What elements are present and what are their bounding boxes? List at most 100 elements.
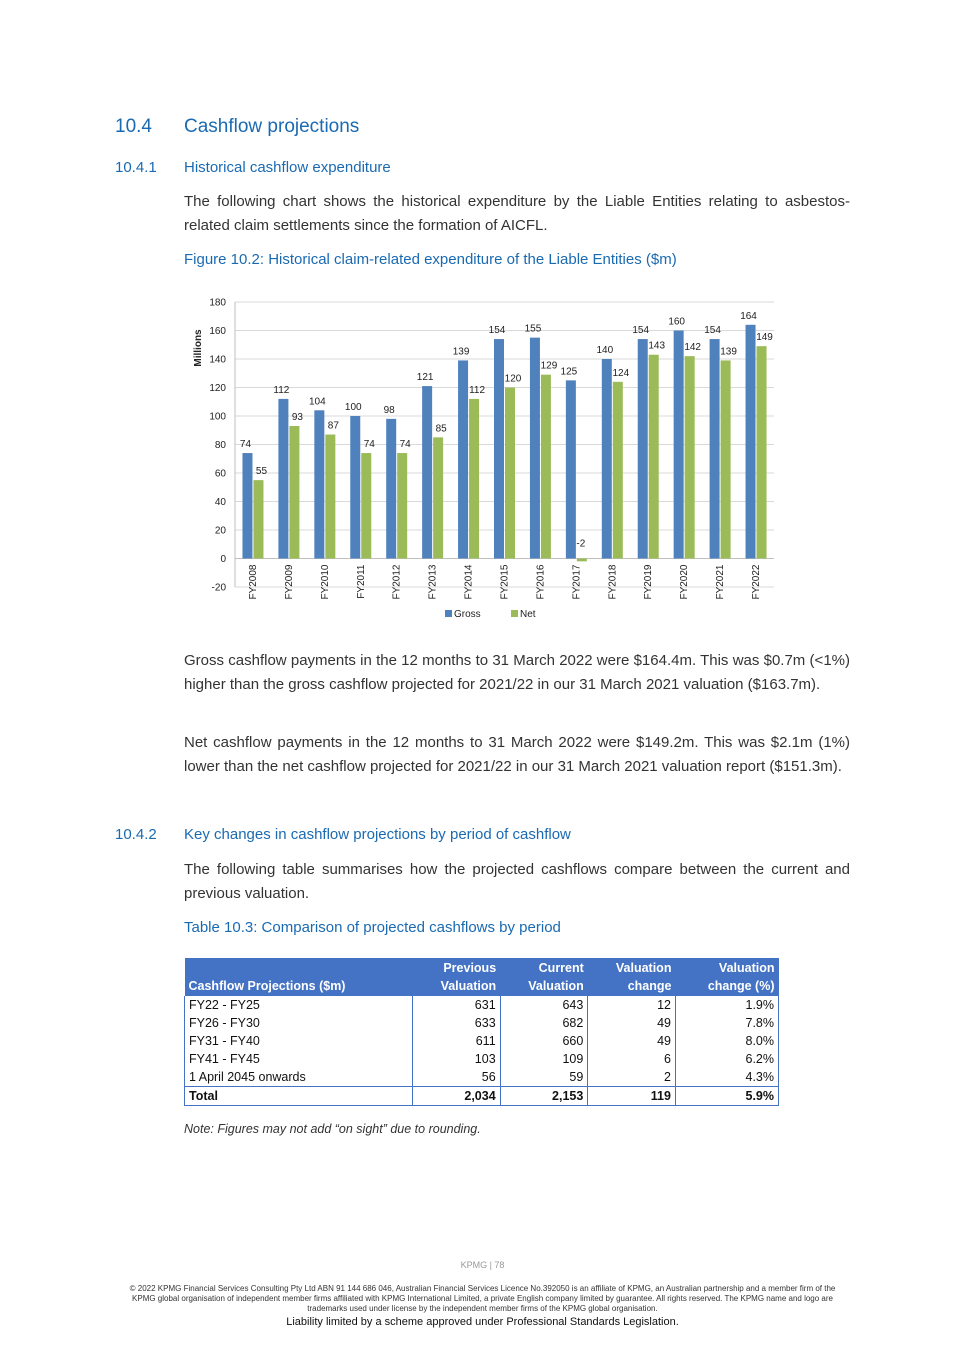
row-label: FY31 - FY40 bbox=[184, 1032, 413, 1050]
data-label-net: 124 bbox=[612, 368, 629, 379]
data-label-net: 93 bbox=[292, 412, 304, 423]
current-value: 660 bbox=[499, 1032, 588, 1050]
data-label-net: 129 bbox=[541, 361, 558, 372]
liability-notice: Liability limited by a scheme approved u… bbox=[286, 1316, 679, 1328]
net-cashflow-paragraph: Net cashflow payments in the 12 months t… bbox=[184, 734, 850, 775]
header-previous-valuation: Previous Valuation bbox=[412, 958, 501, 996]
y-tick-label: 140 bbox=[209, 355, 226, 366]
data-label-gross: 98 bbox=[384, 405, 396, 416]
bar-net bbox=[540, 374, 551, 559]
current-value: 682 bbox=[499, 1014, 588, 1032]
data-label-net: 120 bbox=[505, 374, 522, 385]
chart-data-labels: 74 55 112 93 104 87 100 74 98 74 121 85 139 112 154 120… bbox=[240, 311, 773, 550]
bar-gross bbox=[386, 418, 397, 559]
bar-gross bbox=[350, 416, 361, 559]
bar-net bbox=[433, 437, 444, 559]
y-tick-label: 20 bbox=[215, 526, 227, 537]
data-label-gross: 160 bbox=[668, 317, 685, 328]
legend-label-net: Net bbox=[520, 609, 536, 620]
bar-net bbox=[361, 453, 372, 559]
bar-net bbox=[505, 387, 515, 559]
data-label-net: 85 bbox=[436, 423, 448, 434]
total-current: 2,153 bbox=[499, 1086, 588, 1106]
bar-gross bbox=[278, 398, 289, 559]
bar-net bbox=[648, 354, 659, 559]
data-label-gross: 140 bbox=[596, 345, 613, 356]
x-tick-label: FY2012 bbox=[392, 564, 403, 599]
table-row: FY41 - FY45 103 109 6 6.2% bbox=[184, 1050, 780, 1068]
previous-value: 611 bbox=[412, 1032, 501, 1050]
data-label-gross: 164 bbox=[740, 311, 757, 322]
bar-gross bbox=[601, 359, 612, 559]
row-label: FY22 - FY25 bbox=[184, 996, 413, 1014]
x-tick-label: FY2013 bbox=[428, 564, 439, 599]
row-label: FY41 - FY45 bbox=[184, 1050, 413, 1068]
row-label: FY26 - FY30 bbox=[184, 1014, 413, 1032]
table-note: Note: Figures may not add “on sight” due… bbox=[184, 1122, 481, 1136]
x-tick-label: FY2018 bbox=[607, 564, 618, 599]
change-value: 49 bbox=[587, 1014, 676, 1032]
data-label-net: 143 bbox=[648, 341, 665, 352]
y-tick-label: 180 bbox=[209, 298, 226, 309]
data-label-net: 142 bbox=[684, 342, 701, 353]
bar-net bbox=[397, 453, 408, 559]
y-tick-label: 40 bbox=[215, 497, 227, 508]
header-valuation-change-pct: Valuation change (%) bbox=[675, 958, 779, 996]
header-current-valuation: Current Valuation bbox=[500, 958, 588, 996]
x-tick-label: FY2014 bbox=[464, 564, 475, 599]
bar-net bbox=[756, 346, 767, 559]
bar-net bbox=[612, 381, 623, 559]
current-value: 59 bbox=[499, 1068, 588, 1087]
subsection-title-2: Key changes in cashflow projections by p… bbox=[184, 826, 571, 843]
change-pct: 7.8% bbox=[674, 1014, 780, 1032]
bar-gross bbox=[709, 339, 720, 559]
table-row: FY22 - FY25 631 643 12 1.9% bbox=[184, 996, 780, 1014]
data-label-net: -2 bbox=[576, 539, 585, 550]
y-tick-label: 60 bbox=[215, 469, 227, 480]
section-number: 10.4 bbox=[115, 116, 152, 137]
legend-swatch-net bbox=[511, 610, 518, 617]
data-label-gross: 154 bbox=[489, 325, 506, 336]
change-pct: 8.0% bbox=[674, 1032, 780, 1050]
chart-tick-labels: -20 0 20 40 60 80 100 120 140 160 180 FY2008 FY2009 F… bbox=[209, 298, 762, 600]
previous-value: 631 bbox=[412, 996, 501, 1014]
bar-gross bbox=[494, 339, 504, 559]
subsection-number: 10.4.1 bbox=[115, 159, 157, 176]
x-tick-label: FY2016 bbox=[535, 564, 546, 599]
previous-value: 103 bbox=[412, 1050, 501, 1068]
data-label-net: 149 bbox=[756, 332, 773, 343]
current-value: 643 bbox=[499, 996, 588, 1014]
bar-gross bbox=[529, 337, 540, 559]
y-tick-label: -20 bbox=[212, 583, 227, 594]
bar-net bbox=[325, 434, 336, 559]
data-label-net: 139 bbox=[720, 346, 737, 357]
chart-legend: Gross Net bbox=[445, 609, 536, 620]
subsection-title: Historical cashflow expenditure bbox=[184, 159, 391, 176]
chart-axes bbox=[234, 302, 774, 587]
row-label: 1 April 2045 onwards bbox=[184, 1068, 413, 1087]
change-pct: 6.2% bbox=[674, 1050, 780, 1068]
data-label-net: 74 bbox=[364, 439, 376, 450]
change-value: 6 bbox=[587, 1050, 676, 1068]
data-label-gross: 125 bbox=[561, 366, 578, 377]
figure-caption: Figure 10.2: Historical claim-related ex… bbox=[184, 251, 677, 268]
data-label-gross: 104 bbox=[309, 396, 326, 407]
x-tick-label: FY2008 bbox=[248, 564, 259, 599]
section-title: Cashflow projections bbox=[184, 116, 360, 137]
bar-gross bbox=[565, 380, 576, 559]
change-value: 2 bbox=[587, 1068, 676, 1087]
bar-gross bbox=[422, 386, 433, 559]
y-tick-label: 120 bbox=[209, 383, 226, 394]
table-header-row: Cashflow Projections ($m) Previous Valuat… bbox=[184, 958, 779, 996]
bar-gross bbox=[637, 339, 648, 559]
change-value: 12 bbox=[587, 996, 676, 1014]
bar-gross bbox=[745, 324, 756, 559]
table-caption: Table 10.3: Comparison of projected cash… bbox=[184, 919, 561, 936]
y-tick-label: 100 bbox=[209, 412, 226, 423]
table-row: FY26 - FY30 633 682 49 7.8% bbox=[184, 1014, 780, 1032]
change-pct: 4.3% bbox=[674, 1068, 780, 1087]
bar-net bbox=[289, 425, 300, 559]
total-change-pct: 5.9% bbox=[674, 1086, 780, 1106]
cashflow-comparison-table: Cashflow Projections ($m) Previous Valuat… bbox=[184, 958, 780, 1106]
data-label-net: 55 bbox=[256, 466, 268, 477]
